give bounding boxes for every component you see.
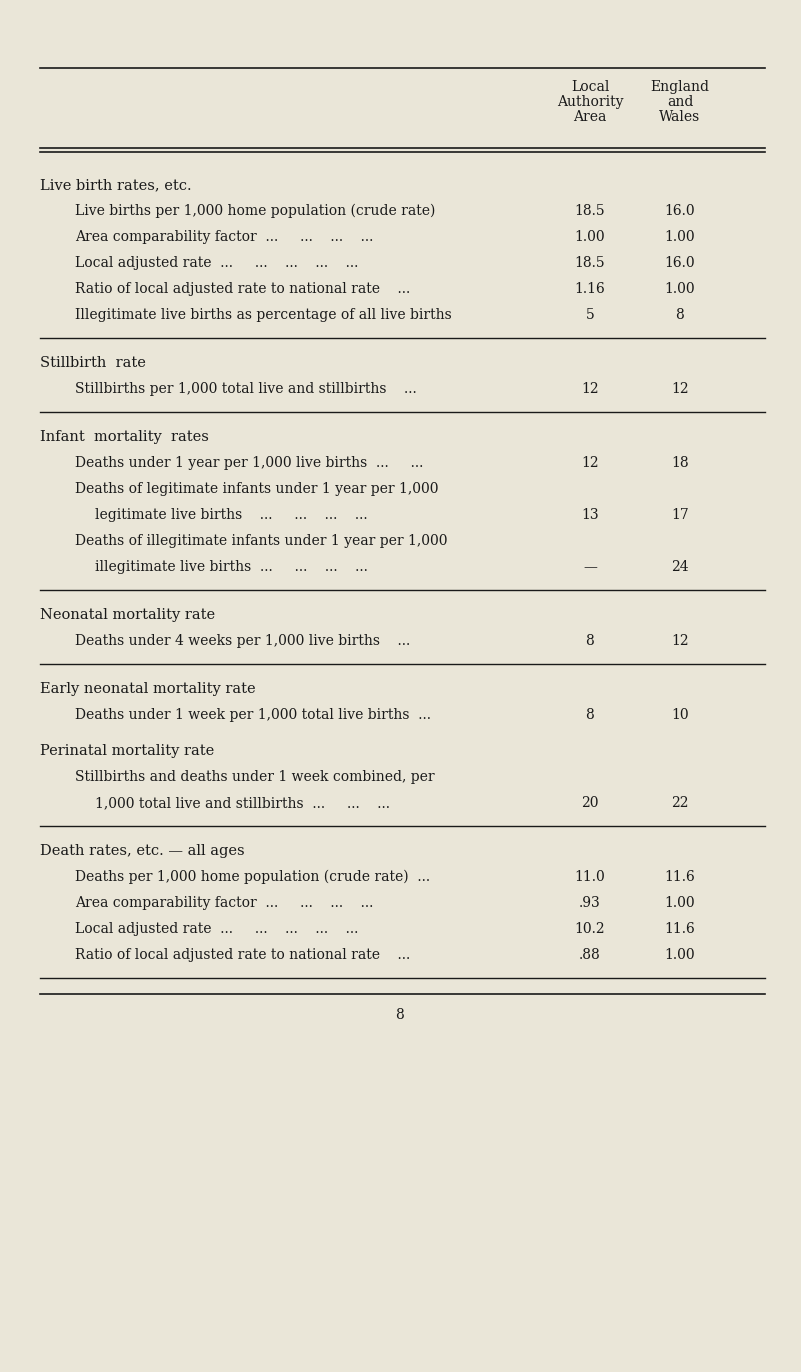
Text: 11.6: 11.6 xyxy=(665,870,695,884)
Text: 1.00: 1.00 xyxy=(574,230,606,244)
Text: 8: 8 xyxy=(675,307,684,322)
Text: 8: 8 xyxy=(586,634,594,648)
Text: 18.5: 18.5 xyxy=(574,257,606,270)
Text: 12: 12 xyxy=(671,634,689,648)
Text: 18.5: 18.5 xyxy=(574,204,606,218)
Text: 1,000 total live and stillbirths  ...     ...    ...: 1,000 total live and stillbirths ... ...… xyxy=(95,796,390,809)
Text: Infant  mortality  rates: Infant mortality rates xyxy=(40,429,209,445)
Text: 8: 8 xyxy=(396,1008,405,1022)
Text: Local: Local xyxy=(571,80,610,95)
Text: Area: Area xyxy=(574,110,606,123)
Text: Deaths under 4 weeks per 1,000 live births    ...: Deaths under 4 weeks per 1,000 live birt… xyxy=(75,634,410,648)
Text: Area comparability factor  ...     ...    ...    ...: Area comparability factor ... ... ... ..… xyxy=(75,896,373,910)
Text: 1.00: 1.00 xyxy=(665,230,695,244)
Text: 12: 12 xyxy=(582,456,599,471)
Text: 24: 24 xyxy=(671,560,689,573)
Text: legitimate live births    ...     ...    ...    ...: legitimate live births ... ... ... ... xyxy=(95,508,368,521)
Text: 11.6: 11.6 xyxy=(665,922,695,936)
Text: 22: 22 xyxy=(671,796,689,809)
Text: England: England xyxy=(650,80,710,95)
Text: Ratio of local adjusted rate to national rate    ...: Ratio of local adjusted rate to national… xyxy=(75,948,410,962)
Text: Authority: Authority xyxy=(557,95,623,108)
Text: Neonatal mortality rate: Neonatal mortality rate xyxy=(40,608,215,622)
Text: illegitimate live births  ...     ...    ...    ...: illegitimate live births ... ... ... ... xyxy=(95,560,368,573)
Text: 13: 13 xyxy=(582,508,599,521)
Text: 16.0: 16.0 xyxy=(665,204,695,218)
Text: Wales: Wales xyxy=(659,110,701,123)
Text: 17: 17 xyxy=(671,508,689,521)
Text: Stillbirth  rate: Stillbirth rate xyxy=(40,355,146,370)
Text: Deaths of illegitimate infants under 1 year per 1,000: Deaths of illegitimate infants under 1 y… xyxy=(75,534,448,547)
Text: 12: 12 xyxy=(671,381,689,397)
Text: 10: 10 xyxy=(671,708,689,722)
Text: Deaths under 1 year per 1,000 live births  ...     ...: Deaths under 1 year per 1,000 live birth… xyxy=(75,456,424,471)
Text: —: — xyxy=(583,560,597,573)
Text: 12: 12 xyxy=(582,381,599,397)
Text: Area comparability factor  ...     ...    ...    ...: Area comparability factor ... ... ... ..… xyxy=(75,230,373,244)
Text: Live births per 1,000 home population (crude rate): Live births per 1,000 home population (c… xyxy=(75,204,436,218)
Text: 10.2: 10.2 xyxy=(574,922,606,936)
Text: Illegitimate live births as percentage of all live births: Illegitimate live births as percentage o… xyxy=(75,307,452,322)
Text: Early neonatal mortality rate: Early neonatal mortality rate xyxy=(40,682,256,696)
Text: .93: .93 xyxy=(579,896,601,910)
Text: 5: 5 xyxy=(586,307,594,322)
Text: 16.0: 16.0 xyxy=(665,257,695,270)
Text: 18: 18 xyxy=(671,456,689,471)
Text: Deaths per 1,000 home population (crude rate)  ...: Deaths per 1,000 home population (crude … xyxy=(75,870,430,885)
Text: Local adjusted rate  ...     ...    ...    ...    ...: Local adjusted rate ... ... ... ... ... xyxy=(75,257,358,270)
Text: Local adjusted rate  ...     ...    ...    ...    ...: Local adjusted rate ... ... ... ... ... xyxy=(75,922,358,936)
Text: 20: 20 xyxy=(582,796,599,809)
Text: 1.00: 1.00 xyxy=(665,283,695,296)
Text: Death rates, etc. — all ages: Death rates, etc. — all ages xyxy=(40,844,244,858)
Text: 1.16: 1.16 xyxy=(574,283,606,296)
Text: 8: 8 xyxy=(586,708,594,722)
Text: 1.00: 1.00 xyxy=(665,896,695,910)
Text: Deaths under 1 week per 1,000 total live births  ...: Deaths under 1 week per 1,000 total live… xyxy=(75,708,431,722)
Text: Live birth rates, etc.: Live birth rates, etc. xyxy=(40,178,191,192)
Text: Ratio of local adjusted rate to national rate    ...: Ratio of local adjusted rate to national… xyxy=(75,283,410,296)
Text: .88: .88 xyxy=(579,948,601,962)
Text: Stillbirths per 1,000 total live and stillbirths    ...: Stillbirths per 1,000 total live and sti… xyxy=(75,381,417,397)
Text: Perinatal mortality rate: Perinatal mortality rate xyxy=(40,744,214,757)
Text: and: and xyxy=(666,95,693,108)
Text: Deaths of legitimate infants under 1 year per 1,000: Deaths of legitimate infants under 1 yea… xyxy=(75,482,438,497)
Text: Stillbirths and deaths under 1 week combined, per: Stillbirths and deaths under 1 week comb… xyxy=(75,770,435,783)
Text: 11.0: 11.0 xyxy=(574,870,606,884)
Text: 1.00: 1.00 xyxy=(665,948,695,962)
